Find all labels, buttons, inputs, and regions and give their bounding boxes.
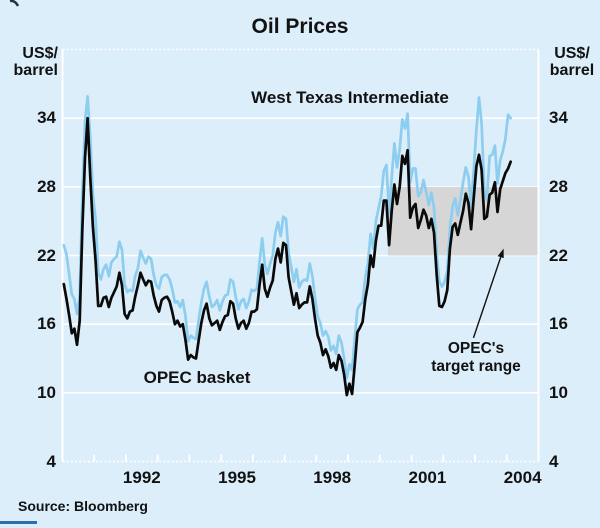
x-tick-label-1998: 1998: [313, 468, 352, 487]
y-tick-label-left-22: 22: [37, 245, 56, 265]
y-tick-label-right-16: 16: [549, 314, 568, 334]
target-range-arrowhead: [497, 248, 504, 259]
y-tick-label-left-4: 4: [46, 451, 56, 471]
y-tick-label-right-34: 34: [549, 108, 568, 128]
x-tick-label-2004: 2004: [503, 468, 542, 487]
x-tick-label-1995: 1995: [218, 468, 256, 487]
y-tick-label-right-4: 4: [549, 451, 559, 471]
y-tick-label-right-10: 10: [549, 382, 568, 402]
y-tick-label-left-16: 16: [37, 314, 56, 334]
y-tick-label-left-10: 10: [37, 382, 56, 402]
y-tick-label-left-34: 34: [37, 108, 56, 128]
opec-target-range-band: [387, 186, 539, 256]
y-axis-unit-left-line1: US$/: [22, 45, 58, 62]
opec-basket-line: [62, 116, 513, 397]
west-texas-intermediate-line: [62, 95, 513, 380]
footer-rule-fragment: [0, 521, 37, 524]
annotation-opec-target-range-line2: target range: [431, 358, 521, 375]
source-note: Source: Bloomberg: [18, 498, 148, 514]
y-axis-unit-right-line1: US$/: [554, 45, 590, 62]
annotation-opec-target-range: OPEC's target range: [406, 340, 546, 376]
y-tick-label-right-28: 28: [549, 176, 568, 196]
page-title: Oil Prices: [251, 15, 349, 38]
series-label-opec-basket: OPEC basket: [143, 368, 251, 387]
series-label-wti: West Texas Intermediate: [251, 88, 449, 107]
y-axis-unit-left-line2: barrel: [13, 62, 58, 79]
cropped-glyph-fragment: [9, 0, 20, 7]
y-axis-unit-right-line2: barrel: [549, 62, 595, 79]
x-tick-label-1992: 1992: [122, 468, 161, 487]
y-axis-unit-right: US$/ barrel: [544, 45, 600, 79]
y-tick-label-right-22: 22: [549, 245, 568, 265]
annotation-opec-target-range-line1: OPEC's: [447, 340, 505, 357]
x-tick-label-2001: 2001: [408, 468, 447, 487]
y-axis-unit-left: US$/ barrel: [0, 45, 58, 79]
y-tick-label-left-28: 28: [37, 176, 56, 196]
target-range-arrow: [472, 254, 503, 339]
